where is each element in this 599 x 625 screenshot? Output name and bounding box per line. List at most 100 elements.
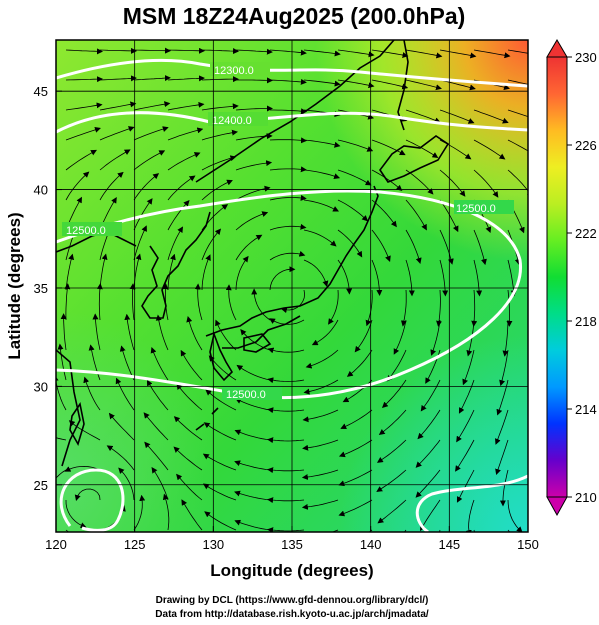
streamline [337, 49, 375, 58]
streamline [302, 409, 339, 423]
streamline [371, 229, 391, 263]
streamline [267, 407, 305, 414]
streamline [376, 439, 407, 463]
map-title: MSM 18Z24Aug2025 (200.0hPa) [123, 3, 466, 29]
credit-drawing: Drawing by DCL (https://www.gfd-dennou.o… [156, 595, 429, 606]
streamline [119, 345, 135, 381]
streamline [65, 171, 90, 201]
colorbar-label: 230 [575, 50, 597, 65]
streamline [328, 289, 339, 325]
streamline [303, 79, 341, 87]
x-tick-label: 130 [202, 537, 224, 552]
streamline [235, 234, 263, 261]
streamline [234, 490, 271, 501]
streamline [234, 460, 271, 471]
contour-label-12400: 12400.0 [212, 115, 252, 127]
streamline [311, 319, 339, 346]
streamline [235, 160, 273, 171]
streamline [133, 198, 153, 231]
streamline [235, 211, 269, 231]
contour-label-12500-south: 12500.0 [226, 389, 266, 401]
streamline [465, 499, 475, 532]
streamline [386, 349, 407, 382]
streamline [269, 266, 296, 291]
streamline [507, 109, 528, 117]
streamline [106, 445, 135, 471]
streamline [201, 129, 238, 141]
streamline [337, 169, 372, 186]
colorbar-body [546, 56, 568, 498]
contour-label-12500-east: 12500.0 [456, 203, 496, 215]
streamline [133, 47, 171, 54]
lat-lon-grid [56, 40, 528, 532]
streamline [400, 289, 407, 327]
y-tick-label: 45 [34, 84, 48, 99]
streamline [186, 316, 203, 351]
streamline [301, 469, 339, 480]
y-tick-label: 25 [34, 478, 48, 493]
streamline [269, 166, 307, 173]
colorbar-label: 226 [575, 138, 597, 153]
streamline [235, 185, 271, 201]
streamline [201, 48, 239, 55]
streamline [115, 377, 135, 411]
streamline [456, 409, 475, 443]
streamline [235, 105, 273, 112]
streamline [205, 389, 237, 411]
streamline [201, 155, 237, 171]
streamline [235, 48, 273, 55]
streamline [118, 467, 135, 501]
streamline [371, 139, 406, 156]
streamline [143, 412, 169, 441]
streamline [405, 259, 415, 297]
streamline [176, 473, 203, 501]
streamline [376, 469, 407, 492]
streamline [365, 289, 373, 327]
streamline [167, 75, 205, 82]
streamline [303, 259, 329, 287]
streamline [337, 79, 375, 89]
streamline [496, 379, 509, 416]
streamline [65, 126, 101, 141]
streamline [473, 259, 483, 297]
streamline [405, 229, 422, 264]
streamline [269, 49, 307, 56]
colorbar-label: 218 [575, 314, 597, 329]
streamline [430, 319, 441, 356]
streamline [415, 469, 441, 498]
streamline [267, 437, 305, 444]
streamline [267, 497, 305, 504]
streamline [99, 149, 131, 171]
streamline [337, 139, 374, 152]
streamline [302, 439, 339, 451]
streamline [507, 259, 517, 297]
streamline [337, 229, 363, 258]
honshu-coastline [205, 185, 379, 349]
streamline [269, 137, 307, 144]
streamline [303, 199, 339, 212]
korea-coastline [141, 211, 211, 319]
contour-label-12300: 12300.0 [214, 65, 254, 77]
streamline [458, 379, 475, 414]
streamline [201, 228, 222, 261]
streamline [64, 465, 101, 472]
streamline [146, 379, 169, 411]
streamline [251, 288, 271, 321]
streamline [337, 199, 369, 222]
streamline [202, 483, 237, 501]
streamline [371, 49, 409, 58]
streamline [201, 76, 239, 83]
streamline [99, 101, 137, 111]
streamline [455, 439, 475, 472]
streamline [173, 416, 203, 441]
streamline [371, 79, 409, 90]
streamline [201, 179, 233, 201]
streamline [270, 108, 307, 115]
contour-12300 [56, 58, 528, 88]
streamline [133, 173, 160, 201]
streamline [417, 409, 441, 440]
streamline [439, 109, 475, 124]
y-axis-ticks: 25 30 35 40 45 [34, 84, 62, 493]
streamline [269, 194, 307, 201]
streamline [180, 349, 203, 381]
